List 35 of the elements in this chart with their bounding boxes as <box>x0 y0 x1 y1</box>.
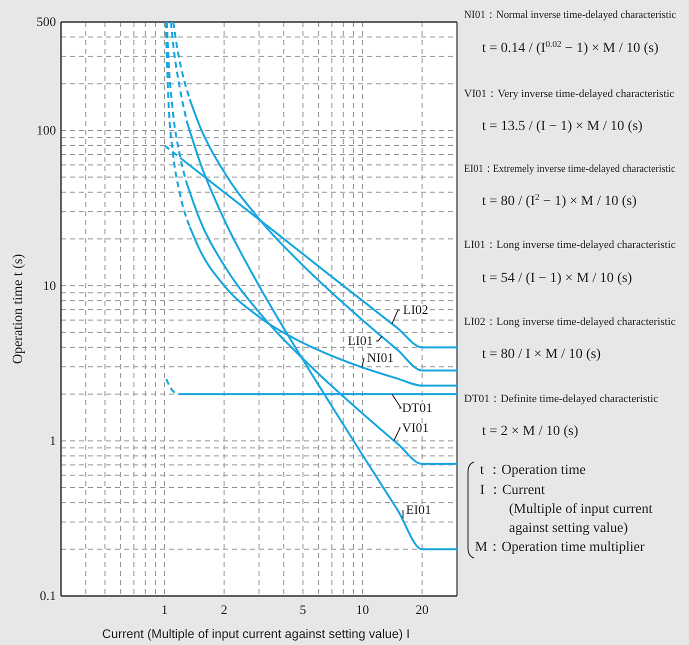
text: t = 0.14 / (I$^{0.02}$ − 1) × M / 10 (s) <box>482 39 659 56</box>
text: EI01：Extremely inverse time-delayed characteristic <box>464 164 676 176</box>
x-tick-label: 10 <box>356 602 370 618</box>
text: NI01：Normal inverse time-delayed characteristic <box>464 8 676 22</box>
series-label: LI02 <box>403 302 428 317</box>
text: M：Operation time multiplier <box>475 540 645 555</box>
text: t = 54 / (I − 1) × M / 10 (s) <box>482 271 632 286</box>
series-label: DT01 <box>402 400 432 415</box>
series-label: NI01 <box>367 350 394 365</box>
series-label: EI01 <box>406 502 432 517</box>
x-tick-label: 1 <box>161 602 168 618</box>
text: I ：Current <box>480 483 546 498</box>
text: t ：Operation time <box>480 463 586 478</box>
y-axis-title: Operation time t (s) <box>11 254 26 364</box>
text: t = 13.5 / (I − 1) × M / 10 (s) <box>482 119 643 134</box>
y-tick-label: 500 <box>36 14 56 30</box>
text: LI01：Long inverse time-delayed characteristic <box>464 239 676 251</box>
y-tick-label: 10 <box>43 278 56 293</box>
text: LI02：Long inverse time-delayed characteristic <box>464 316 676 328</box>
text: (Multiple of input current <box>509 502 653 517</box>
text: t = 80 / I × M / 10 (s) <box>482 347 602 362</box>
x-tick-label: 5 <box>300 602 306 618</box>
text: DT01：Definite time-delayed characteristic <box>464 393 658 405</box>
text: t = 80 / (I$^{2}$ − 1) × M / 10 (s) <box>482 192 637 209</box>
x-tick-label: 2 <box>220 602 228 618</box>
y-tick-label: 1 <box>50 432 56 448</box>
x-axis-title: Current (Multiple of input current against setting value) I <box>102 627 410 641</box>
text: t = 2 × M / 10 (s) <box>482 424 579 439</box>
y-tick-label: 100 <box>36 122 56 138</box>
y-tick-label: 0.1 <box>40 588 56 604</box>
text: VI01：Very inverse time-delayed characteristic <box>464 88 675 100</box>
series-label: VI01 <box>402 420 429 435</box>
x-tick-label: 20 <box>416 602 429 618</box>
series-label: LI01 <box>348 333 373 348</box>
text: against setting value) <box>509 521 628 536</box>
